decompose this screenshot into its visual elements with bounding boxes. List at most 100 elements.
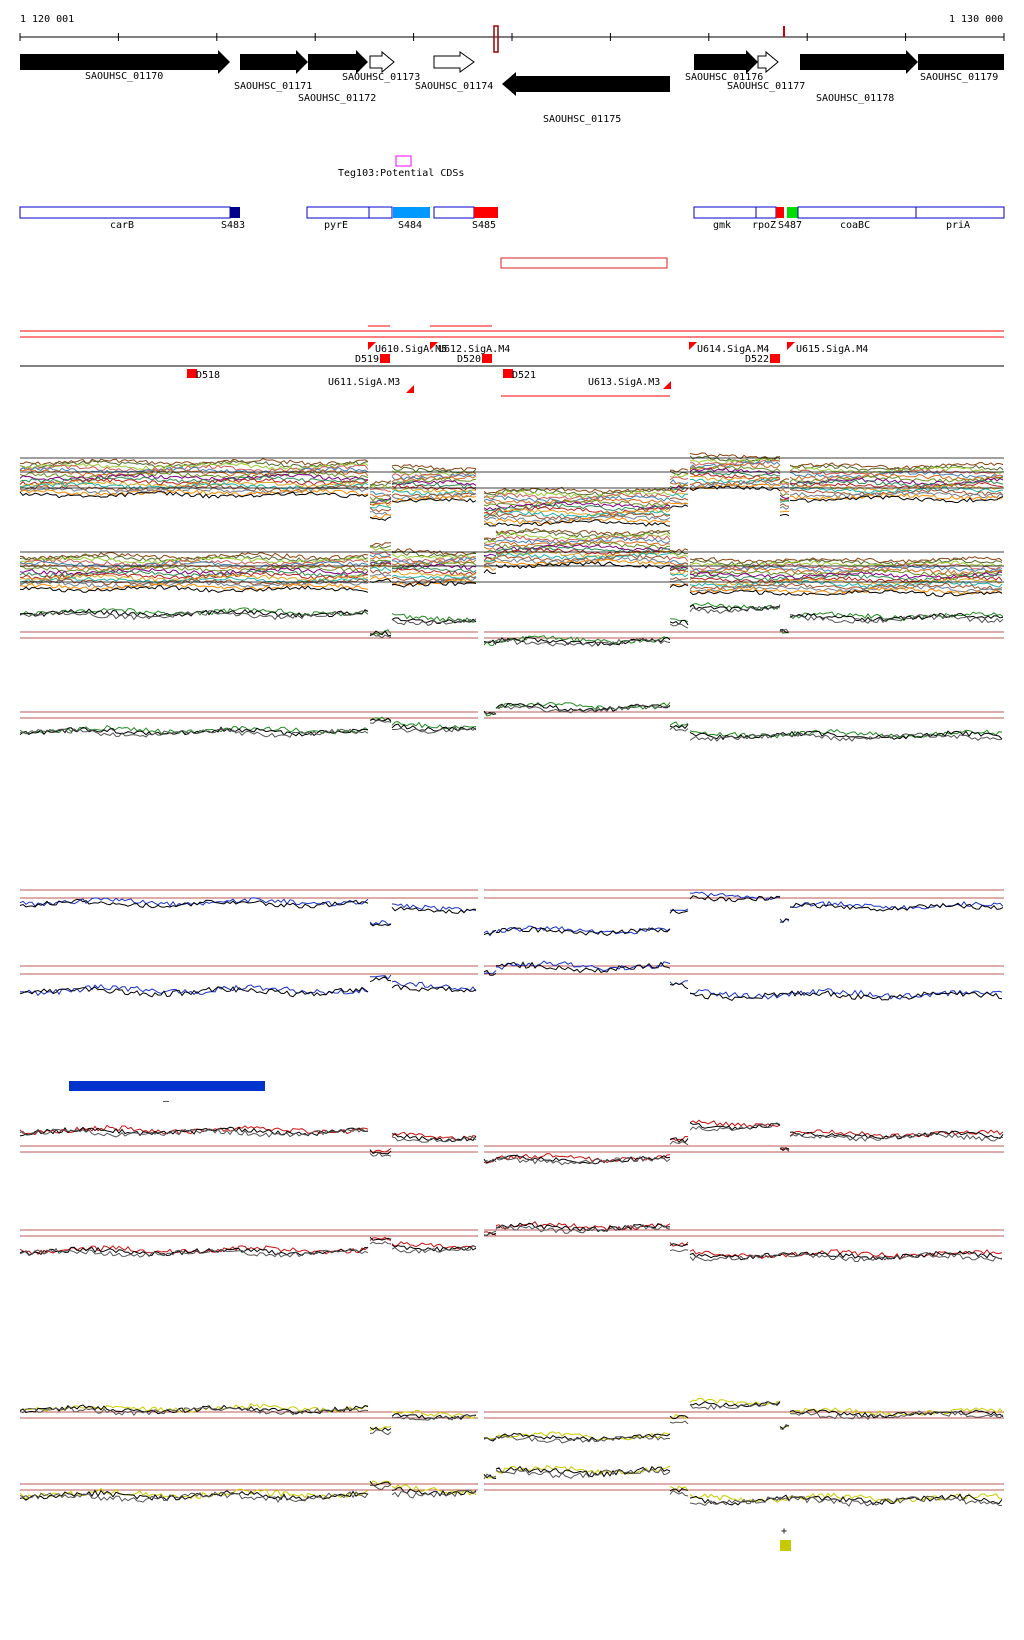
promoter-terminator-track: U610.SigA.M5 U612.SigA.M4 U614.SigA.M4 U…	[20, 325, 1004, 397]
promoter-flag-u614[interactable]	[689, 342, 697, 350]
segment-rpoz-red[interactable]	[776, 207, 784, 218]
gene-label-saouhsc-01179: SAOUHSC_01179	[920, 72, 998, 83]
terminator-d522[interactable]	[770, 354, 780, 363]
terminator-label-d522: D522	[745, 354, 769, 365]
gene-label-saouhsc-01176: SAOUHSC_01176	[685, 72, 763, 83]
gene-arrow-saouhsc-01174[interactable]	[433, 51, 475, 73]
gene-arrow-saouhsc-01178[interactable]	[800, 50, 918, 74]
legend: – +	[69, 1081, 791, 1551]
gene-label-saouhsc-01170: SAOUHSC_01170	[85, 71, 163, 82]
gene-arrow-saouhsc-01177[interactable]	[757, 50, 779, 74]
blue-track-1-series-line	[19, 895, 1004, 937]
terminator-d518[interactable]	[187, 369, 197, 378]
segment-carb[interactable]	[19, 206, 231, 219]
gene-arrow-saouhsc-01176[interactable]	[694, 50, 758, 74]
terminator-label-d519: D519	[355, 354, 379, 365]
segment-s484-gap[interactable]	[433, 206, 475, 219]
segment-pyre-2[interactable]	[368, 206, 393, 219]
green-track-1-series-line	[19, 604, 1004, 647]
green-track-2-series-line	[19, 704, 1003, 742]
gene-arrow-saouhsc-01172[interactable]	[308, 50, 368, 74]
terminator-d521[interactable]	[503, 369, 513, 378]
blue-track-2	[19, 960, 1004, 1002]
terminator-d519[interactable]	[380, 354, 390, 363]
yellow-track-1-series-line	[19, 1397, 1004, 1441]
segment-s485[interactable]	[474, 207, 498, 218]
segment-pria[interactable]	[915, 206, 1005, 219]
segment-rpoz[interactable]	[755, 206, 777, 219]
segment-label-s487: S487	[778, 220, 802, 231]
blue-track-1	[19, 889, 1004, 937]
yellow-track-2-series-line	[19, 1465, 1003, 1506]
promoter-label-u611: U611.SigA.M3	[328, 377, 400, 388]
segment-pyre[interactable]	[306, 206, 370, 219]
gene-label-saouhsc-01172: SAOUHSC_01172	[298, 93, 376, 104]
green-track-1	[19, 602, 1004, 647]
cluster-track-1-series-line	[19, 461, 1004, 503]
gene-arrow-saouhsc-01171[interactable]	[240, 50, 308, 74]
promoter-flag-u610[interactable]	[368, 342, 376, 350]
blue-track-2-series-line	[19, 960, 1003, 1000]
coordinate-ruler: 1 120 001 1 130 000	[19, 14, 1005, 53]
cluster-track-2-series-line	[19, 541, 1003, 577]
potential-cds-track: Teg103:Potential CDSs	[338, 155, 464, 179]
segment-label-gmk: gmk	[713, 220, 731, 231]
red-track-2-series-line	[19, 1222, 1003, 1261]
gene-label-saouhsc-01174: SAOUHSC_01174	[415, 81, 493, 92]
ruler-start-label: 1 120 001	[20, 14, 74, 25]
promoter-flag-u611[interactable]	[406, 385, 414, 393]
yellow-track-2-series-line	[19, 1468, 1003, 1507]
red-track-1	[19, 1119, 1004, 1166]
legend-bar-label: –	[163, 1096, 170, 1107]
segment-s483[interactable]	[230, 207, 240, 218]
ruler-focus-marker[interactable]	[493, 25, 499, 53]
segment-reverse-box[interactable]	[500, 257, 668, 269]
segment-label-rpoz: rpoZ	[752, 220, 776, 231]
cluster-track-1-series-line	[19, 465, 1004, 508]
promoter-label-u612: U612.SigA.M4	[438, 344, 510, 355]
promoter-label-u614: U614.SigA.M4	[697, 344, 769, 355]
promoter-flag-u613[interactable]	[663, 381, 671, 389]
expression-tracks	[19, 452, 1004, 1507]
cluster-track-2	[19, 528, 1004, 598]
potential-cds-box[interactable]	[395, 155, 412, 167]
legend-square	[780, 1540, 791, 1551]
gene-arrow-saouhsc-01173[interactable]	[369, 50, 395, 74]
segment-label-coabc: coaBC	[840, 220, 870, 231]
segment-s487[interactable]	[787, 207, 798, 218]
segment-coabc[interactable]	[797, 206, 917, 219]
yellow-track-1-series-line	[19, 1400, 1004, 1444]
segment-label-pria: priA	[946, 220, 970, 231]
terminator-label-d520: D520	[457, 354, 481, 365]
promoter-flag-u615[interactable]	[787, 342, 795, 350]
potential-cds-label: Teg103:Potential CDSs	[338, 168, 464, 179]
gene-label-saouhsc-01171: SAOUHSC_01171	[234, 81, 312, 92]
legend-bar	[69, 1081, 265, 1091]
gene-label-saouhsc-01178: SAOUHSC_01178	[816, 93, 894, 104]
promoter-flag-u612[interactable]	[430, 342, 438, 350]
gene-arrow-saouhsc-01170[interactable]	[20, 50, 230, 74]
yellow-track-2	[19, 1464, 1004, 1507]
green-track-2-series-line	[19, 701, 1003, 739]
segment-track: carB S483 pyrE S484 S485 gmk rpoZ S487 c…	[19, 206, 1005, 269]
blue-track-2-series-line	[19, 961, 1003, 1002]
segment-label-s485: S485	[472, 220, 496, 231]
promoter-label-u610: U610.SigA.M5	[375, 344, 447, 355]
segment-gmk[interactable]	[693, 206, 757, 219]
cluster-track-2-series-line	[19, 554, 1003, 591]
gene-arrow-saouhsc-01179[interactable]	[918, 54, 1004, 70]
cluster-track-1-series-line	[19, 475, 1004, 517]
segment-label-pyre: pyrE	[324, 220, 348, 231]
terminator-d520[interactable]	[482, 354, 492, 363]
terminator-label-d521: D521	[512, 370, 536, 381]
gene-arrow-saouhsc-01175[interactable]	[502, 72, 670, 96]
red-track-1-series-line	[19, 1119, 1004, 1164]
gene-track: SAOUHSC_01170 SAOUHSC_01171 SAOUHSC_0117…	[20, 50, 1004, 125]
segment-s484[interactable]	[393, 207, 430, 218]
yellow-track-1	[19, 1397, 1004, 1444]
terminator-label-d518: D518	[196, 370, 220, 381]
segment-label-carb: carB	[110, 220, 134, 231]
red-track-2	[19, 1220, 1004, 1262]
ruler-ticks	[19, 33, 1005, 41]
